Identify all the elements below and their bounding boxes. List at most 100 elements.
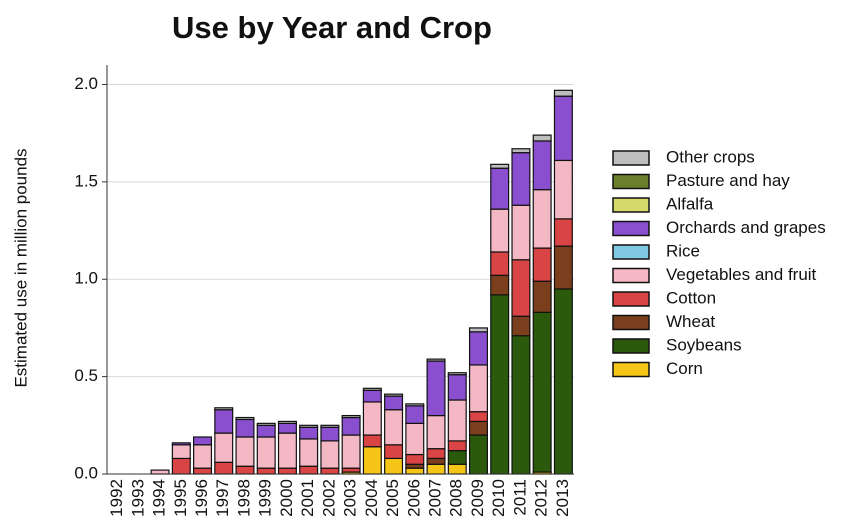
bar-segment: [511, 152, 531, 206]
bar-segment: [256, 467, 276, 475]
bar-segment: [468, 411, 488, 423]
bar-segment: [405, 453, 425, 465]
bar-segment: [384, 393, 404, 397]
x-tick-label: 2006: [404, 479, 423, 517]
legend-swatch: [612, 244, 650, 260]
bar-segment: [468, 327, 488, 333]
bar-segment: [447, 463, 467, 475]
chart-title: Use by Year and Crop: [172, 10, 492, 45]
bar-segment: [256, 422, 276, 426]
x-tick-label: 2012: [532, 479, 551, 517]
bar-segment: [235, 418, 255, 438]
x-tick-label: 1993: [128, 479, 147, 517]
bar-segment: [362, 446, 382, 475]
bar-segment: [532, 189, 552, 249]
x-tick-label: 2009: [468, 479, 487, 517]
x-tick-label: 2007: [426, 479, 445, 517]
x-tick-label: 1994: [150, 479, 169, 517]
legend-swatch: [612, 150, 650, 166]
bar-segment: [553, 218, 573, 247]
bar-segment: [341, 434, 361, 469]
y-tick-label: 1.0: [74, 269, 98, 288]
bar-segment: [214, 409, 234, 434]
bar-segment: [426, 448, 446, 460]
x-tick-label: 2001: [298, 479, 317, 517]
bar-segment: [532, 140, 552, 191]
x-tick-label: 1998: [234, 479, 253, 517]
legend-label: Wheat: [666, 312, 715, 331]
bar-segment: [490, 251, 510, 276]
bar-segment: [384, 457, 404, 475]
bar-segment: [256, 436, 276, 469]
x-tick-label: 2000: [277, 479, 296, 517]
legend-swatch: [612, 197, 650, 213]
bar-segment: [490, 274, 510, 296]
legend-label: Cotton: [666, 288, 716, 307]
bar-segment: [235, 465, 255, 475]
y-tick-label: 0.0: [74, 463, 98, 482]
x-tick-label: 2011: [510, 479, 529, 516]
bar-segment: [468, 331, 488, 366]
bar-segment: [468, 420, 488, 436]
x-tick-label: 2003: [341, 479, 360, 517]
x-tick-label: 2005: [383, 479, 402, 517]
y-tick-label: 0.5: [74, 366, 98, 385]
bar-segment: [171, 444, 191, 460]
bar-segment: [532, 280, 552, 313]
y-tick-label: 1.5: [74, 171, 98, 190]
legend-swatch: [612, 338, 650, 354]
bar-segment: [214, 461, 234, 475]
bar-segment: [405, 403, 425, 407]
x-tick-label: 2004: [362, 479, 381, 517]
legend-label: Other crops: [666, 147, 755, 166]
x-tick-label: 2010: [489, 479, 508, 517]
bar-segment: [277, 467, 297, 475]
bar-segment: [362, 389, 382, 403]
bar-segment: [447, 374, 467, 401]
bar-segment: [277, 422, 297, 434]
bar-segment: [341, 414, 361, 419]
bar-segment: [490, 294, 510, 475]
legend-swatch: [612, 267, 650, 284]
legend-label: Orchards and grapes: [666, 218, 826, 237]
bar-segment: [405, 467, 425, 475]
bar-segment: [553, 245, 573, 290]
legend-label: Soybeans: [666, 335, 742, 354]
bar-segment: [171, 457, 191, 475]
bar-segment: [532, 247, 552, 282]
x-tick-label: 1999: [256, 479, 275, 517]
bar-segment: [447, 450, 467, 465]
bar-segment: [553, 159, 573, 220]
bar-segment: [320, 440, 340, 469]
bar-segment: [320, 426, 340, 442]
bar-segment: [235, 416, 255, 421]
bar-segment: [553, 89, 573, 97]
bar-segment: [299, 438, 319, 467]
bar-segment: [256, 424, 276, 438]
bar-segment: [299, 424, 319, 428]
bar-segment: [193, 436, 213, 446]
bar-segment: [320, 467, 340, 475]
bar-segment: [214, 432, 234, 463]
bar-segment: [171, 442, 191, 446]
bar-segment: [299, 426, 319, 440]
x-tick-label: 1995: [171, 479, 190, 517]
bar-segment: [490, 163, 510, 169]
legend-label: Alfalfa: [666, 194, 714, 213]
y-axis-label: Estimated use in million pounds: [11, 148, 30, 387]
bar-segment: [511, 204, 531, 261]
x-tick-label: 1992: [107, 479, 126, 517]
legend-swatch: [612, 173, 650, 190]
bar-segment: [235, 436, 255, 467]
bar-segment: [447, 399, 467, 442]
bar-segment: [532, 134, 552, 142]
bar-segment: [553, 95, 573, 162]
x-tick-label: 2002: [319, 479, 338, 517]
bar-segment: [299, 465, 319, 475]
bar-segment: [384, 395, 404, 411]
legend-swatch: [612, 220, 650, 237]
bar-segment: [490, 167, 510, 210]
bar-segment: [362, 401, 382, 436]
legend-label: Corn: [666, 359, 703, 378]
